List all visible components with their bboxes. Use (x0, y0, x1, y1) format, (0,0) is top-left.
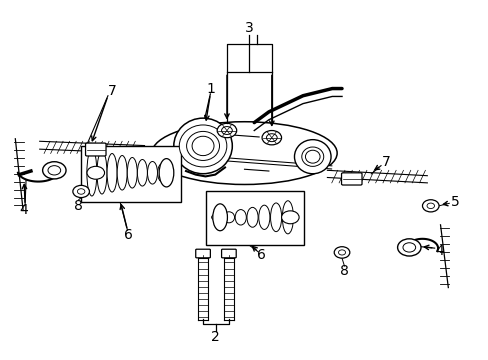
Ellipse shape (107, 153, 117, 192)
Ellipse shape (179, 125, 226, 167)
Circle shape (221, 127, 232, 134)
Circle shape (422, 200, 438, 212)
Ellipse shape (87, 149, 97, 196)
Ellipse shape (282, 201, 293, 234)
Ellipse shape (305, 150, 320, 163)
Text: 8: 8 (74, 199, 83, 213)
Text: 5: 5 (450, 195, 459, 209)
Circle shape (262, 131, 281, 145)
FancyBboxPatch shape (195, 249, 210, 258)
Ellipse shape (186, 131, 219, 161)
Text: 2: 2 (211, 330, 220, 344)
Bar (206, 192, 304, 245)
Ellipse shape (152, 122, 336, 184)
Text: 6: 6 (124, 228, 133, 242)
Text: 3: 3 (244, 21, 253, 35)
Ellipse shape (246, 207, 258, 227)
Ellipse shape (173, 118, 232, 174)
Ellipse shape (157, 163, 167, 182)
Circle shape (333, 247, 349, 258)
Circle shape (402, 243, 415, 252)
Ellipse shape (211, 214, 223, 221)
Text: 6: 6 (257, 248, 265, 262)
Text: 7: 7 (381, 155, 389, 169)
Bar (81, 145, 181, 202)
Circle shape (217, 123, 236, 138)
Circle shape (338, 250, 345, 255)
Circle shape (73, 185, 89, 198)
Ellipse shape (192, 136, 214, 156)
Circle shape (426, 203, 434, 208)
Text: 1: 1 (206, 82, 215, 95)
Ellipse shape (258, 205, 269, 229)
Text: 7: 7 (107, 84, 116, 98)
Ellipse shape (294, 140, 330, 174)
Circle shape (77, 189, 85, 194)
Ellipse shape (301, 147, 323, 166)
Ellipse shape (212, 204, 227, 231)
FancyBboxPatch shape (341, 173, 361, 185)
Ellipse shape (159, 159, 173, 187)
Ellipse shape (223, 212, 234, 223)
Ellipse shape (117, 156, 127, 190)
Circle shape (42, 162, 66, 179)
Circle shape (281, 211, 299, 224)
Circle shape (87, 166, 104, 179)
FancyBboxPatch shape (221, 249, 236, 258)
Circle shape (48, 166, 61, 175)
Text: 4: 4 (20, 203, 28, 217)
Ellipse shape (97, 152, 107, 194)
Ellipse shape (270, 203, 281, 231)
FancyBboxPatch shape (85, 143, 106, 156)
Ellipse shape (147, 162, 157, 184)
Circle shape (397, 239, 420, 256)
Ellipse shape (127, 158, 137, 188)
Ellipse shape (137, 159, 147, 186)
Ellipse shape (235, 210, 246, 225)
Text: 4: 4 (434, 244, 443, 258)
Circle shape (266, 134, 277, 141)
Text: 8: 8 (339, 265, 348, 278)
